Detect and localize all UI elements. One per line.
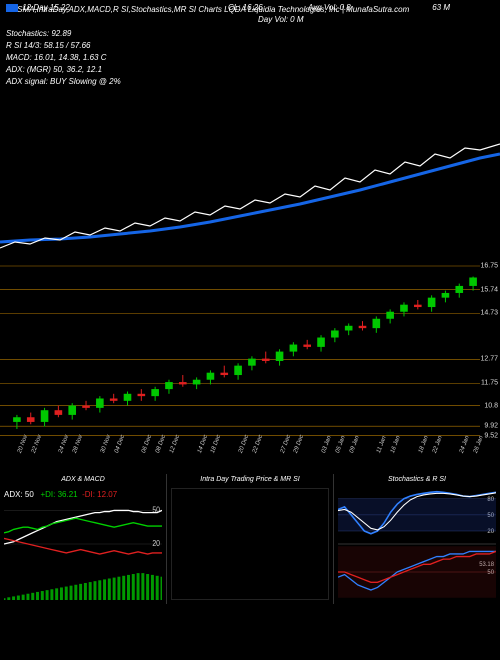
indicator-panels: ADX & MACD ADX: 50 +DI: 36.21 -DI: 12.07… <box>0 474 500 604</box>
adx-val: ADX: 50 <box>4 490 34 499</box>
ytick: 14.73 <box>480 310 498 317</box>
adx-panel-title: ADX & MACD <box>0 474 166 485</box>
stochastics-panel: Stochastics & R SI 8050205053.18 <box>333 474 500 604</box>
ytick: 16.75 <box>480 263 498 270</box>
dayvol-label: Day Vol: 0 M <box>258 14 304 26</box>
chart-header: 12 SMA,IntraDay,ADX,MACD,R SI,Stochastic… <box>0 0 500 52</box>
rsi-label: R SI 14/3: 58.15 / 57.66 <box>6 40 494 52</box>
shares-label: 63 M <box>432 2 450 14</box>
intra-panel-title: Intra Day Trading Price & MR SI <box>167 474 333 485</box>
sma-swatch <box>6 4 18 12</box>
adx-label: ADX: (MGR) 50, 36.2, 12.1 <box>6 64 494 76</box>
adx-banner: ADX: 50 +DI: 36.21 -DI: 12.07 <box>4 490 117 499</box>
sma-label: 12 Day 15.22 <box>6 2 70 14</box>
ytick: 10.8 <box>484 402 498 409</box>
main-line-chart <box>0 112 500 262</box>
intraday-panel: Intra Day Trading Price & MR SI <box>166 474 333 604</box>
ytick: 9.92 <box>484 423 498 430</box>
adx-signal-label: ADX signal: BUY Slowing @ 2% <box>6 76 494 88</box>
ndi-val: -DI: 12.07 <box>82 490 117 499</box>
ytick: 11.75 <box>481 380 498 387</box>
sma-value: 12 Day 15.22 <box>22 3 70 12</box>
adx-macd-panel: ADX & MACD ADX: 50 +DI: 36.21 -DI: 12.07… <box>0 474 166 604</box>
stoch-panel-title: Stochastics & R SI <box>334 474 500 485</box>
candlestick-chart: 16.75 15.74 14.73 12.77 11.75 10.8 9.92 9.52 <box>0 262 500 452</box>
stoch-label: Stochastics: 92.89 <box>6 28 494 40</box>
ytick: 15.74 <box>480 286 498 293</box>
svg-text:20: 20 <box>152 539 160 549</box>
ytick: 9.52 <box>484 432 498 439</box>
svg-text:50: 50 <box>152 505 160 515</box>
macd-label: MACD: 16.01, 14.38, 1.63 C <box>6 52 494 64</box>
close-label: CL: 16.26 <box>228 2 263 14</box>
pdi-val: +DI: 36.21 <box>40 490 77 499</box>
ytick: 12.77 <box>480 356 498 363</box>
avgvol-label: Avg Vol: 0.8 <box>308 2 351 14</box>
date-axis: 20 Nov22 Nov24 Nov28 Nov30 Nov04 Dec06 D… <box>0 452 500 474</box>
